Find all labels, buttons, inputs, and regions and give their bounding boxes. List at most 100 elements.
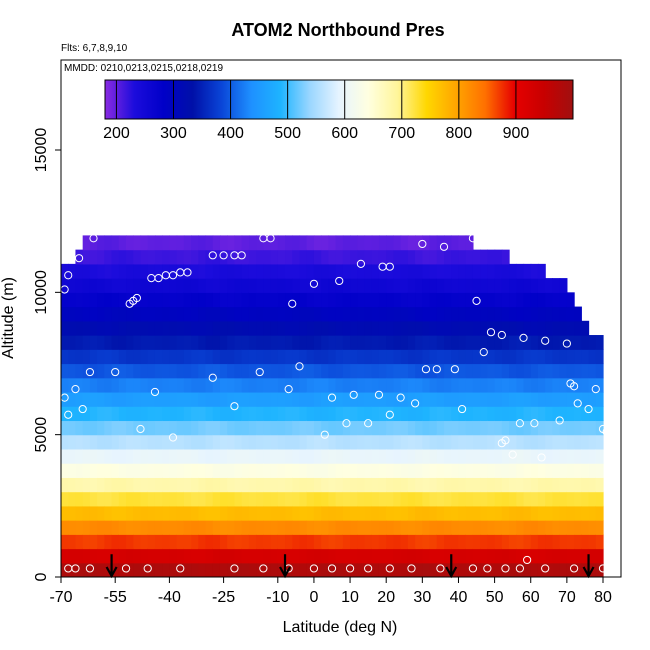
heatmap-cell: [285, 534, 293, 550]
heatmap-cell: [364, 278, 373, 293]
heatmap-cell: [277, 335, 286, 350]
heatmap-cell: [299, 278, 308, 293]
heatmap-cell: [335, 306, 344, 322]
heatmap-cell: [277, 391, 286, 407]
heatmap-cell: [176, 477, 185, 493]
heatmap-cell: [162, 249, 170, 265]
observation-point: [237, 251, 246, 260]
heatmap-cell: [147, 520, 156, 535]
heatmap-cell: [111, 477, 120, 493]
heatmap-cell: [97, 349, 105, 365]
heatmap-cell: [176, 292, 185, 308]
heatmap-cell: [270, 534, 279, 550]
heatmap-cell: [241, 320, 250, 336]
heatmap-cell: [350, 520, 358, 535]
heatmap-cell: [451, 448, 460, 464]
heatmap-cell: [169, 434, 178, 450]
heatmap-cell: [407, 477, 416, 493]
heatmap-cell: [465, 292, 474, 308]
heatmap-cell: [335, 363, 344, 379]
heatmap-cell: [400, 320, 409, 336]
heatmap-cells: [61, 235, 604, 577]
heatmap-cell: [277, 448, 286, 464]
heatmap-cell: [465, 235, 474, 251]
heatmap-cell: [357, 420, 366, 436]
heatmap-cell: [574, 349, 582, 365]
heatmap-cell: [545, 562, 554, 577]
heatmap-cell: [574, 406, 582, 422]
heatmap-cell: [465, 263, 474, 279]
heatmap-cell: [104, 420, 113, 436]
heatmap-cell: [277, 292, 286, 308]
heatmap-cell: [364, 448, 373, 464]
heatmap-cell: [465, 434, 474, 450]
heatmap-cell: [248, 235, 257, 251]
heatmap-cell: [104, 520, 113, 535]
heatmap-cell: [183, 249, 192, 265]
heatmap-cell: [574, 420, 582, 436]
heatmap-cell: [545, 406, 554, 422]
heatmap-cell: [537, 263, 546, 279]
heatmap-cell: [285, 477, 293, 493]
heatmap-cell: [299, 562, 308, 577]
heatmap-cell: [321, 335, 329, 350]
heatmap-cell: [133, 306, 142, 322]
heatmap-cell: [487, 377, 496, 393]
observation-point: [562, 339, 571, 348]
heatmap-cell: [465, 448, 474, 464]
heatmap-cell: [176, 534, 185, 550]
heatmap-cell: [436, 477, 445, 493]
heatmap-cell: [501, 292, 510, 308]
heatmap-cell: [104, 391, 113, 407]
observation-point: [154, 274, 163, 283]
heatmap-cell: [328, 491, 337, 507]
heatmap-cell: [415, 548, 423, 564]
observation-point: [497, 330, 506, 340]
heatmap-cell: [176, 249, 185, 265]
heatmap-cell: [104, 548, 113, 564]
heatmap-cell: [321, 292, 329, 308]
heatmap-cell: [516, 306, 525, 322]
y-tick-label: 15000: [33, 128, 50, 173]
heatmap-cell: [313, 420, 322, 436]
heatmap-cell: [400, 491, 409, 507]
heatmap-cell: [97, 548, 105, 564]
heatmap-cell: [595, 548, 604, 564]
heatmap-cell: [299, 548, 308, 564]
heatmap-cell: [169, 235, 178, 251]
heatmap-cell: [574, 477, 582, 493]
heatmap-cell: [342, 263, 351, 279]
heatmap-cell: [552, 548, 561, 564]
heatmap-cell: [212, 263, 221, 279]
heatmap-cell: [566, 363, 575, 379]
heatmap-cell: [89, 349, 98, 365]
heatmap-cell: [285, 491, 293, 507]
heatmap-cell: [415, 292, 423, 308]
heatmap-cell: [436, 505, 445, 521]
heatmap-cell: [277, 249, 286, 265]
heatmap-cell: [400, 292, 409, 308]
heatmap-cell: [183, 235, 192, 251]
heatmap-cell: [444, 306, 452, 322]
heatmap-cell: [191, 335, 199, 350]
heatmap-cell: [595, 520, 604, 535]
heatmap-cell: [444, 335, 452, 350]
heatmap-cell: [162, 292, 170, 308]
heatmap-cell: [198, 391, 207, 407]
heatmap-cell: [227, 491, 236, 507]
heatmap-cell: [545, 548, 554, 564]
heatmap-cell: [256, 505, 264, 521]
heatmap-cell: [357, 263, 366, 279]
heatmap-cell: [147, 363, 156, 379]
x-tick-label: 70: [558, 589, 576, 606]
heatmap-cell: [89, 335, 98, 350]
heatmap-cell: [321, 505, 329, 521]
heatmap-cell: [111, 235, 120, 251]
heatmap-cell: [248, 335, 257, 350]
heatmap-cell: [313, 278, 322, 293]
heatmap-cell: [422, 278, 431, 293]
heatmap-cell: [400, 349, 409, 365]
heatmap-cell: [248, 249, 257, 265]
heatmap-cell: [530, 477, 539, 493]
heatmap-cell: [277, 491, 286, 507]
